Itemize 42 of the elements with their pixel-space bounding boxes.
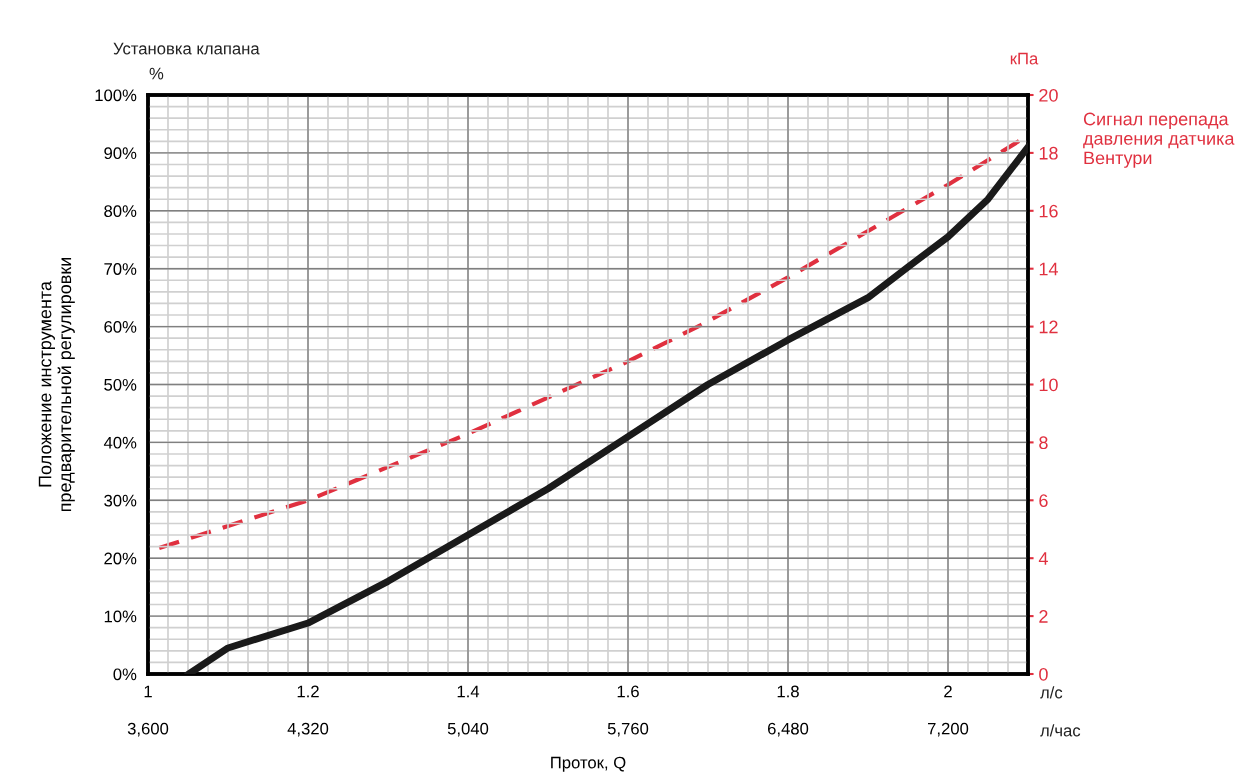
text: % [149, 67, 164, 80]
x-axis-title: Проток, Q [551, 756, 626, 772]
y-tick-label: 100% [95, 89, 137, 102]
y2-tick-label: 16 [1039, 204, 1058, 218]
y-tick-label: 70% [104, 263, 137, 275]
y2-tick-label: 0 [1039, 667, 1048, 681]
y2-tick-label: 6 [1039, 494, 1048, 508]
y2-tick-label: 10 [1039, 378, 1058, 392]
y-tick-label: 0% [113, 668, 137, 681]
y-tick-label: 30% [104, 494, 137, 507]
y2-tick-label: 8 [1039, 436, 1048, 450]
x-tick-label: 2 [944, 685, 952, 698]
y2-axis-title: Сигнал перепада давления датчика Вентури [1083, 112, 1235, 168]
y2-tick-label: 14 [1039, 262, 1058, 276]
text: л/час [1040, 724, 1081, 737]
y-tick-label: 10% [104, 610, 137, 623]
text: Установка клапана [113, 42, 260, 55]
x2-tick-label: 4,320 [287, 722, 329, 737]
y-axis-title: Положение инструмента предварительной регулировки [38, 257, 75, 512]
y2-tick-label: 18 [1039, 146, 1058, 160]
x-tick-label: 1.4 [457, 685, 480, 698]
x-tick-label: 1.6 [617, 685, 639, 698]
text: л/с [1040, 686, 1063, 699]
y2-tick-label: 20 [1039, 88, 1058, 102]
x2-tick-label: 7,200 [928, 722, 969, 737]
x2-tick-label: 3,600 [127, 722, 169, 737]
x2-tick-label: 5,040 [447, 722, 489, 737]
x-tick-label: 1.2 [297, 685, 319, 698]
y-tick-label: 20% [104, 552, 137, 565]
y-tick-label: 80% [104, 205, 137, 217]
x-tick-label: 1.8 [777, 685, 799, 698]
y-tick-label: 60% [104, 321, 137, 333]
x-tick-label: 1 [144, 685, 152, 698]
x2-tick-label: 6,480 [767, 722, 809, 737]
y-tick-label: 50% [104, 378, 137, 391]
x2-tick-label: 5,760 [607, 722, 649, 737]
y-tick-label: 90% [104, 147, 137, 160]
y2-tick-label: 12 [1039, 320, 1058, 334]
text: кПа [1010, 52, 1039, 65]
y2-tick-label: 4 [1038, 552, 1048, 565]
y-tick-label: 40% [103, 436, 137, 449]
y2-tick-label: 2 [1039, 610, 1048, 623]
